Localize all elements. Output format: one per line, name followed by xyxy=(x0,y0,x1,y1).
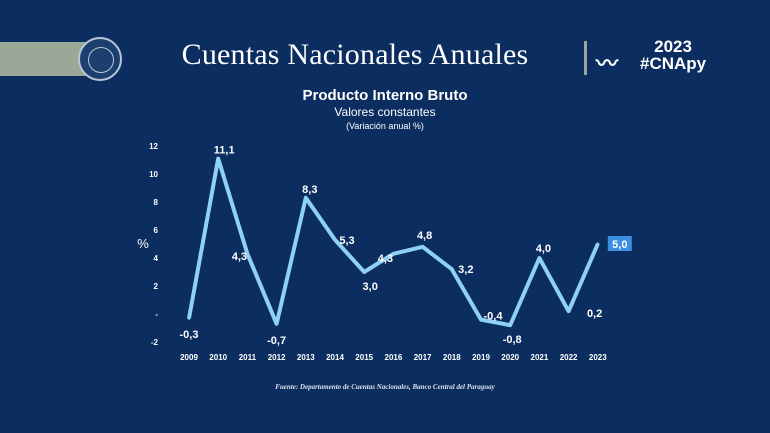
data-label: 11,1 xyxy=(214,145,235,157)
x-tick-label: 2019 xyxy=(472,353,490,362)
data-point xyxy=(450,267,454,271)
y-tick-label: 12 xyxy=(149,142,158,151)
x-tick-label: 2022 xyxy=(560,353,578,362)
x-tick-label: 2011 xyxy=(239,353,257,362)
x-tick-label: 2018 xyxy=(443,353,461,362)
y-tick-label: 8 xyxy=(154,198,159,207)
data-point xyxy=(333,238,337,242)
source-note: Fuente: Departamento de Cuentas Nacional… xyxy=(275,383,495,391)
x-tick-label: 2017 xyxy=(414,353,432,362)
data-point xyxy=(596,242,600,246)
data-label: 4,0 xyxy=(536,243,551,255)
x-tick-label: 2012 xyxy=(268,353,286,362)
data-point xyxy=(508,323,512,327)
data-label: 0,2 xyxy=(587,308,602,320)
data-point xyxy=(304,196,308,200)
data-point xyxy=(391,252,395,256)
x-tick-label: 2014 xyxy=(326,353,344,362)
y-axis-label: % xyxy=(137,236,149,251)
data-point xyxy=(187,316,191,320)
data-label: 4,3 xyxy=(232,251,247,263)
x-tick-label: 2010 xyxy=(209,353,227,362)
series-line xyxy=(187,156,600,328)
data-point xyxy=(245,252,249,256)
data-label: -0,3 xyxy=(180,329,199,341)
data-label: 4,3 xyxy=(378,253,393,265)
data-point xyxy=(216,157,220,161)
data-point xyxy=(567,309,571,313)
data-label: 3,0 xyxy=(363,281,378,293)
data-point xyxy=(275,322,279,326)
data-label: 8,3 xyxy=(302,184,317,196)
y-tick-label: 2 xyxy=(154,282,159,291)
y-tick-label: - xyxy=(155,310,158,319)
data-point xyxy=(479,318,483,322)
x-tick-label: 2016 xyxy=(385,353,403,362)
bank-seal-logo xyxy=(78,37,122,81)
x-tick-label: 2015 xyxy=(355,353,373,362)
data-label: -0,8 xyxy=(503,334,522,346)
x-tick-label: 2023 xyxy=(589,353,607,362)
x-tick-label: 2021 xyxy=(531,353,549,362)
cnapy-logo-icon: 〰 xyxy=(596,51,619,76)
x-tick-label: 2013 xyxy=(297,353,315,362)
y-tick-label: 6 xyxy=(154,226,159,235)
decorative-bar xyxy=(0,42,88,76)
data-point xyxy=(362,270,366,274)
data-label: -0,4 xyxy=(484,311,504,323)
chart-subtitle: Valores constantes xyxy=(334,105,436,119)
y-tick-label: -2 xyxy=(151,338,159,347)
divider xyxy=(584,41,587,75)
chart-title: Producto Interno Bruto xyxy=(302,87,468,104)
highlight-badge xyxy=(607,236,632,251)
data-label: 5,3 xyxy=(339,235,354,247)
chart-subtitle-units: (Variación anual %) xyxy=(346,121,424,131)
campaign-tag: 2023 #CNApy xyxy=(640,38,706,72)
x-tick-label: 2020 xyxy=(501,353,519,362)
data-point xyxy=(537,256,541,260)
hashtag: #CNApy xyxy=(640,54,707,73)
data-point xyxy=(421,245,425,249)
year: 2023 xyxy=(654,37,692,56)
data-label: 4,8 xyxy=(417,230,432,242)
data-label: 3,2 xyxy=(458,264,473,276)
data-label: 5,0 xyxy=(612,239,627,251)
page-title: Cuentas Nacionales Anuales xyxy=(181,38,529,71)
x-tick-label: 2009 xyxy=(180,353,198,362)
y-tick-label: 10 xyxy=(149,170,158,179)
data-label: -0,7 xyxy=(267,335,286,347)
y-tick-label: 4 xyxy=(154,254,159,263)
